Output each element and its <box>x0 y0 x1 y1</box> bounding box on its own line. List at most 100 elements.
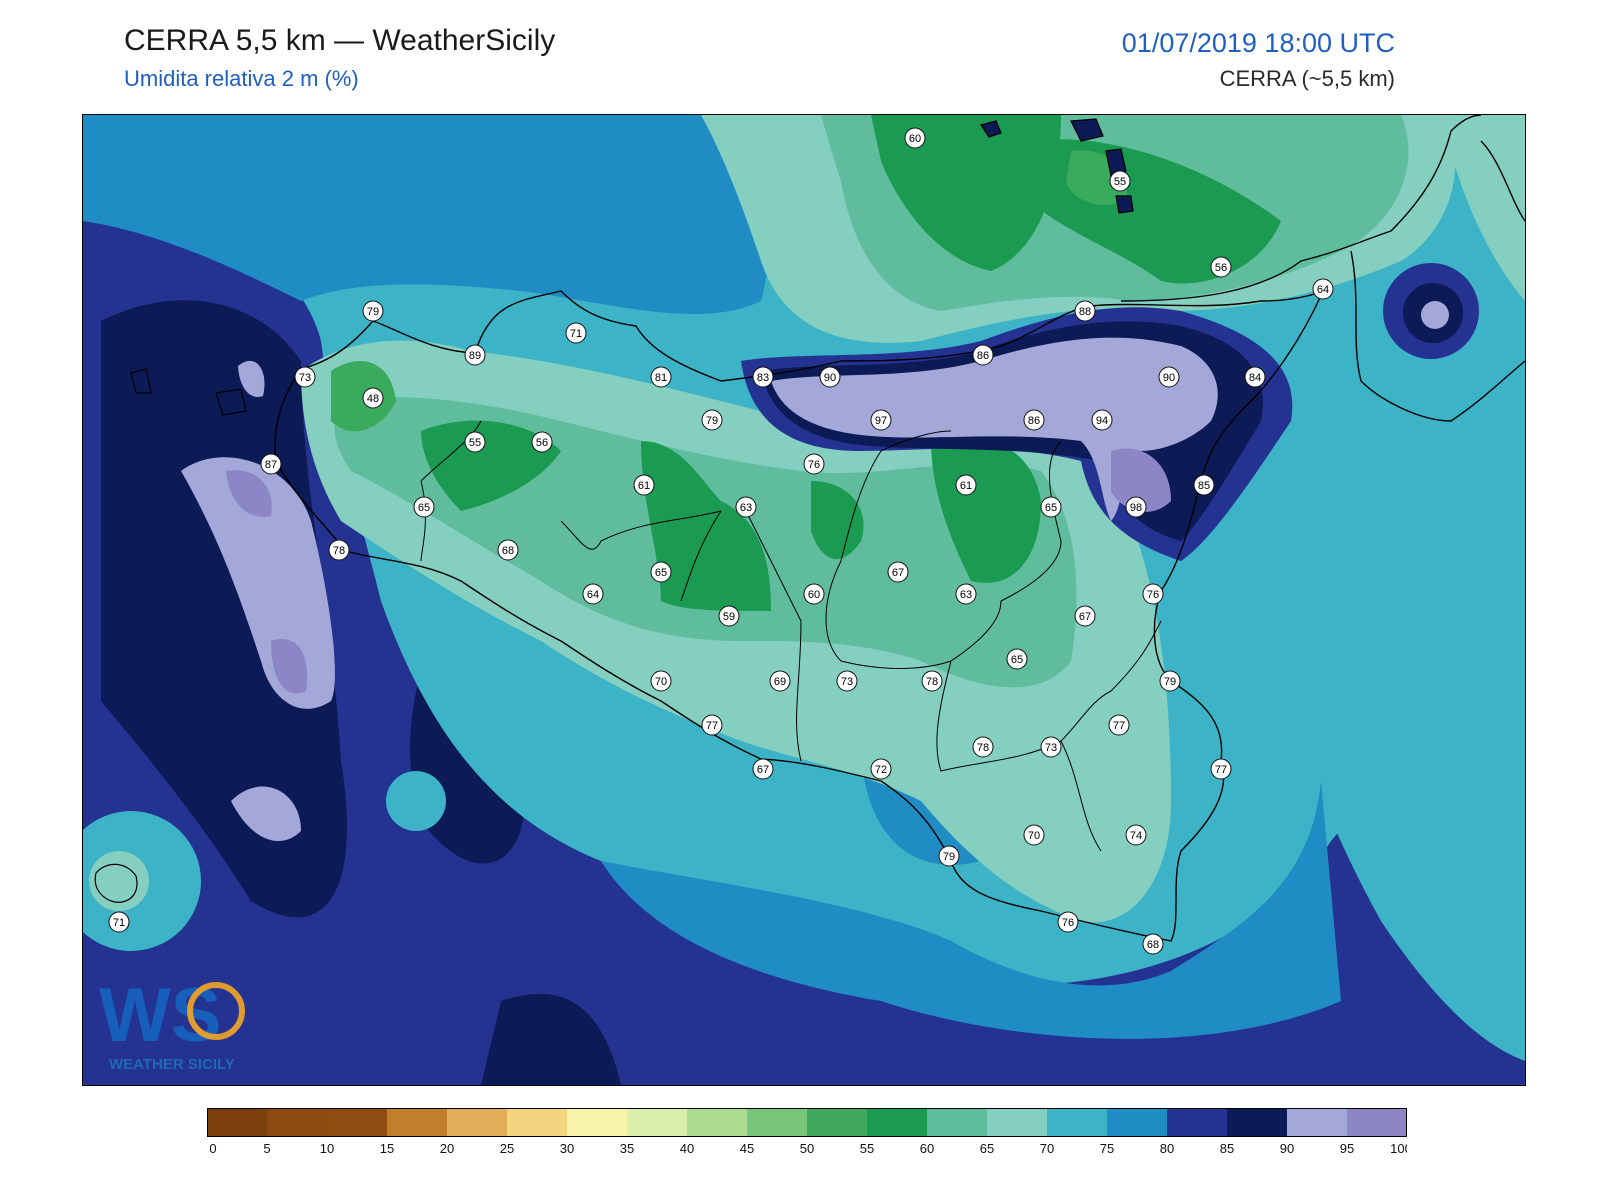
station-marker[interactable]: 77 <box>1210 758 1232 780</box>
colorbar-tick-label: 100 <box>1390 1141 1407 1156</box>
station-marker[interactable]: 71 <box>565 322 587 344</box>
station-marker[interactable]: 65 <box>1040 496 1062 518</box>
station-marker[interactable]: 78 <box>921 670 943 692</box>
station-marker[interactable]: 98 <box>1125 496 1147 518</box>
station-value: 64 <box>587 589 599 601</box>
station-circle <box>1312 278 1334 300</box>
station-marker[interactable]: 76 <box>1057 911 1079 933</box>
station-value: 63 <box>740 502 752 514</box>
station-marker[interactable]: 77 <box>1108 714 1130 736</box>
colorbar-tick-label: 30 <box>560 1141 574 1156</box>
field-teal-east <box>1271 576 1525 1061</box>
station-marker[interactable]: 68 <box>1142 933 1164 955</box>
station-marker[interactable]: 79 <box>362 300 384 322</box>
station-marker[interactable]: 59 <box>718 605 740 627</box>
station-circle <box>701 714 723 736</box>
station-value: 56 <box>536 437 548 449</box>
station-marker[interactable]: 87 <box>260 453 282 475</box>
colorbar-tick-label: 10 <box>320 1141 334 1156</box>
station-marker[interactable]: 71 <box>108 911 130 933</box>
station-marker[interactable]: 67 <box>887 561 909 583</box>
station-marker[interactable]: 90 <box>1158 366 1180 388</box>
station-marker[interactable]: 73 <box>836 670 858 692</box>
station-marker[interactable]: 65 <box>650 561 672 583</box>
station-marker[interactable]: 85 <box>1193 474 1215 496</box>
station-circle <box>1193 474 1215 496</box>
station-marker[interactable]: 56 <box>531 431 553 453</box>
station-marker[interactable]: 55 <box>1109 170 1131 192</box>
station-marker[interactable]: 70 <box>1023 824 1045 846</box>
station-circle <box>1040 496 1062 518</box>
colorbar-segment <box>207 1108 267 1136</box>
field-green-east <box>931 437 1041 583</box>
station-marker[interactable]: 70 <box>650 670 672 692</box>
colorbar-tick-label: 35 <box>620 1141 634 1156</box>
station-marker[interactable]: 94 <box>1091 409 1113 431</box>
station-marker[interactable]: 76 <box>803 453 825 475</box>
station-marker[interactable]: 78 <box>972 736 994 758</box>
station-circle <box>752 366 774 388</box>
field-dark-bottom <box>481 993 621 1085</box>
station-marker[interactable]: 77 <box>701 714 723 736</box>
station-marker[interactable]: 64 <box>582 583 604 605</box>
station-marker[interactable]: 84 <box>1244 366 1266 388</box>
station-marker[interactable]: 83 <box>752 366 774 388</box>
station-marker[interactable]: 60 <box>904 127 926 149</box>
colorbar-segment <box>927 1108 987 1136</box>
map-title: CERRA 5,5 km — WeatherSicily <box>124 24 556 57</box>
station-value: 71 <box>570 328 582 340</box>
station-value: 76 <box>1062 917 1074 929</box>
station-value: 97 <box>875 415 887 427</box>
station-value: 79 <box>1164 676 1176 688</box>
station-value: 87 <box>265 459 277 471</box>
station-circle <box>701 409 723 431</box>
station-marker[interactable]: 64 <box>1312 278 1334 300</box>
station-value: 78 <box>977 742 989 754</box>
station-marker[interactable]: 86 <box>972 344 994 366</box>
station-value: 77 <box>1215 764 1227 776</box>
station-marker[interactable]: 61 <box>633 474 655 496</box>
station-value: 69 <box>774 676 786 688</box>
station-marker[interactable]: 90 <box>819 366 841 388</box>
station-marker[interactable]: 65 <box>413 496 435 518</box>
station-marker[interactable]: 73 <box>294 366 316 388</box>
station-marker[interactable]: 76 <box>1142 583 1164 605</box>
station-marker[interactable]: 79 <box>938 845 960 867</box>
field-green-tyrrhenian <box>871 115 1061 271</box>
station-marker[interactable]: 67 <box>1074 605 1096 627</box>
station-marker[interactable]: 97 <box>870 409 892 431</box>
station-marker[interactable]: 81 <box>650 366 672 388</box>
station-marker[interactable]: 78 <box>328 539 350 561</box>
station-marker[interactable]: 60 <box>803 583 825 605</box>
station-marker[interactable]: 89 <box>464 344 486 366</box>
station-marker[interactable]: 86 <box>1023 409 1045 431</box>
station-marker[interactable]: 55 <box>464 431 486 453</box>
station-marker[interactable]: 63 <box>955 583 977 605</box>
station-marker[interactable]: 67 <box>752 758 774 780</box>
colorbar-tick-label: 85 <box>1220 1141 1234 1156</box>
station-marker[interactable]: 65 <box>1006 648 1028 670</box>
station-marker[interactable]: 79 <box>1159 670 1181 692</box>
station-marker[interactable]: 63 <box>735 496 757 518</box>
station-value: 86 <box>1028 415 1040 427</box>
station-marker[interactable]: 48 <box>362 387 384 409</box>
station-marker[interactable]: 72 <box>870 758 892 780</box>
station-circle <box>1210 758 1232 780</box>
station-marker[interactable]: 79 <box>701 409 723 431</box>
station-circle <box>1158 366 1180 388</box>
field-green-central <box>641 441 771 611</box>
station-value: 70 <box>655 676 667 688</box>
station-marker[interactable]: 74 <box>1125 824 1147 846</box>
station-marker[interactable]: 69 <box>769 670 791 692</box>
station-marker[interactable]: 73 <box>1040 736 1062 758</box>
station-value: 67 <box>757 764 769 776</box>
station-value: 74 <box>1130 830 1142 842</box>
station-marker[interactable]: 61 <box>955 474 977 496</box>
station-marker[interactable]: 56 <box>1210 256 1232 278</box>
station-circle <box>1142 583 1164 605</box>
map-panel[interactable]: 60 55 56 64 79 71 88 89 86 73 48 81 83 90 90 84 79 97 86 94… <box>82 114 1526 1086</box>
station-marker[interactable]: 68 <box>497 539 519 561</box>
humidity-map[interactable]: 60 55 56 64 79 71 88 89 86 73 48 81 83 90 90 84 79 97 86 94… <box>83 115 1525 1085</box>
station-circle <box>1091 409 1113 431</box>
station-marker[interactable]: 88 <box>1074 300 1096 322</box>
